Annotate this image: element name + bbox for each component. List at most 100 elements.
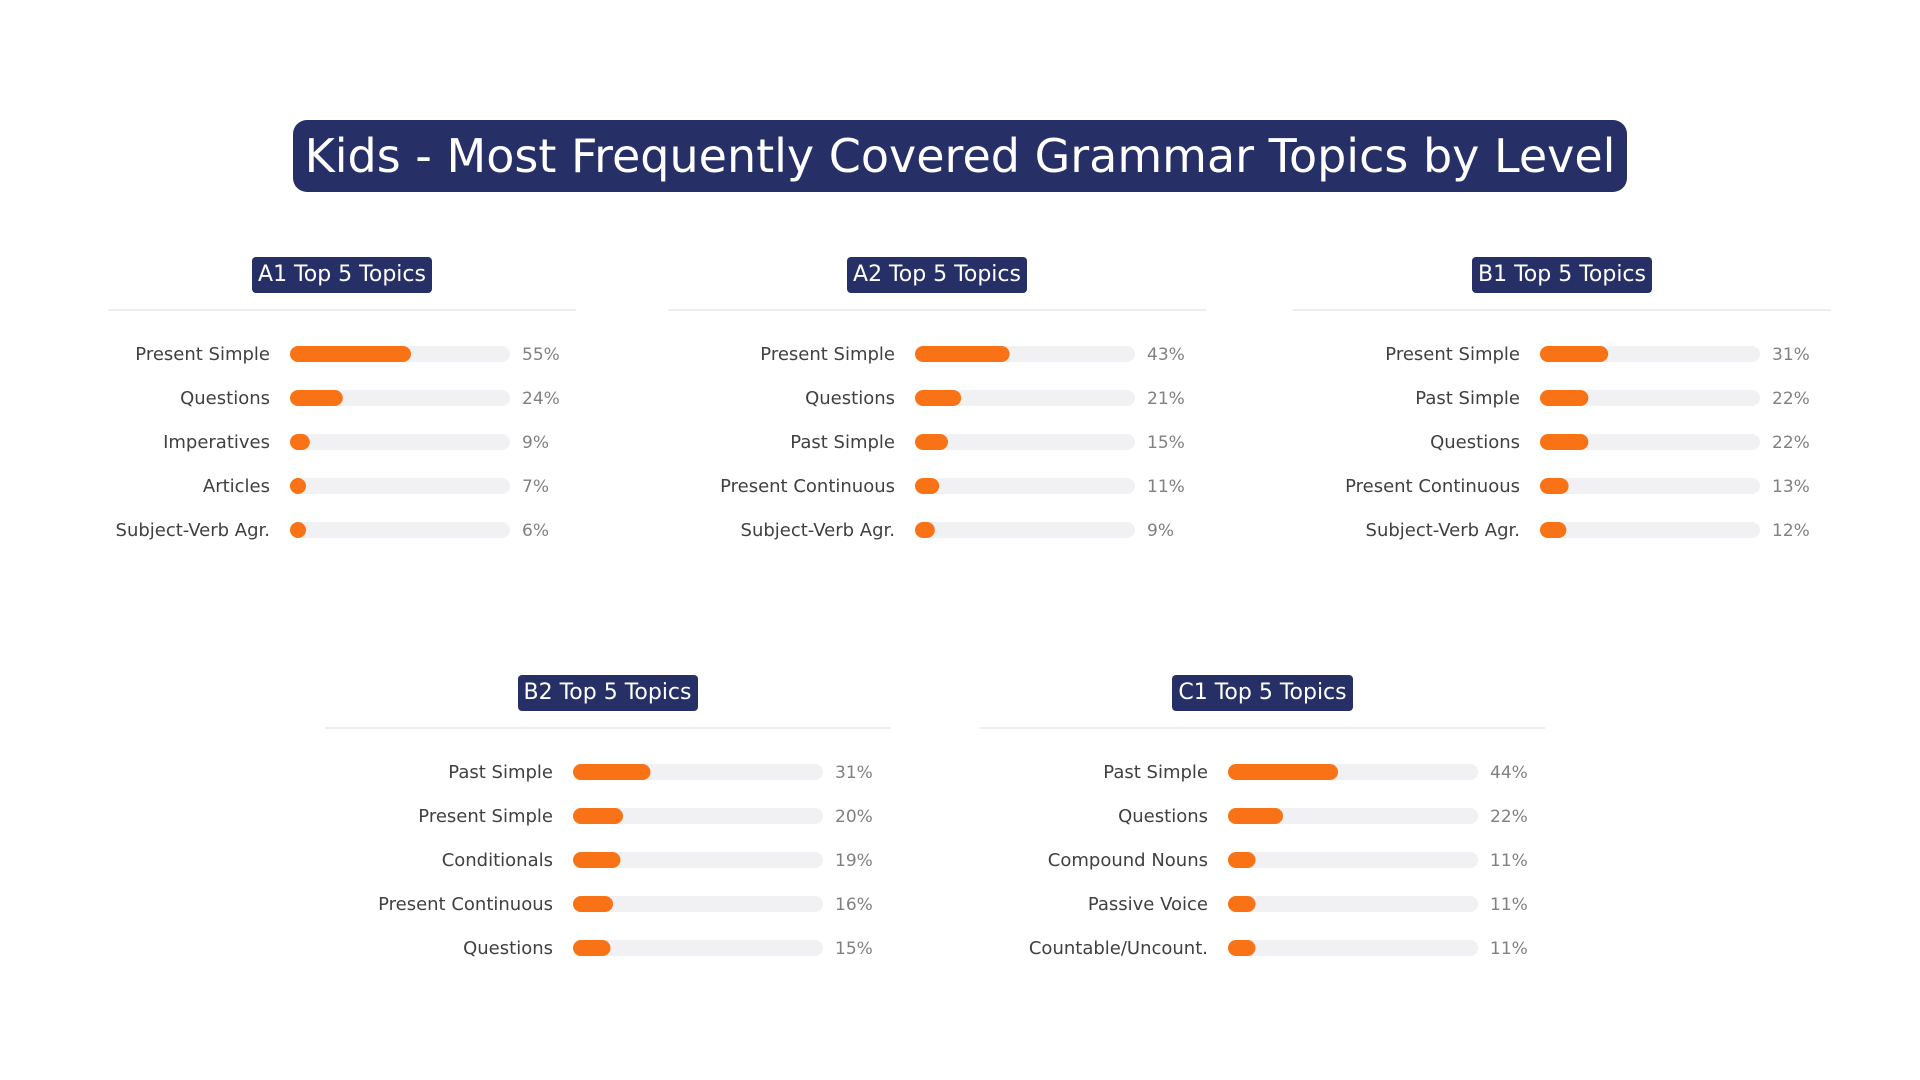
category-label: Present Simple <box>418 806 553 827</box>
bar-track <box>290 478 510 494</box>
bar <box>1228 808 1283 824</box>
category-label: Present Continuous <box>1345 476 1520 497</box>
panel-title: B2 Top 5 Topics <box>517 675 698 711</box>
bar-track <box>915 390 1135 406</box>
panel-divider <box>1293 309 1831 311</box>
bar <box>1540 522 1567 538</box>
bar-track <box>1228 940 1478 956</box>
bar <box>290 522 306 538</box>
category-label: Compound Nouns <box>1048 850 1208 871</box>
bar <box>1228 764 1338 780</box>
category-label: Past Simple <box>1103 762 1208 783</box>
bar <box>1540 390 1589 406</box>
bar-track <box>290 434 510 450</box>
category-label: Passive Voice <box>1088 894 1208 915</box>
category-label: Past Simple <box>448 762 553 783</box>
bar <box>1540 346 1609 362</box>
panel-title: A2 Top 5 Topics <box>847 257 1027 293</box>
value-label: 12% <box>1772 521 1810 541</box>
panel-divider <box>325 727 890 729</box>
chart-panel-3: B2 Top 5 Topics Past Simple 31% Present Sim… <box>325 675 890 1005</box>
bar-track <box>573 896 823 912</box>
category-label: Conditionals <box>442 850 553 871</box>
panel-header: B1 Top 5 Topics <box>1293 257 1831 293</box>
bar <box>290 346 411 362</box>
bar-chart: Present Simple 43% Questions 21% Past Simple… <box>720 344 1185 541</box>
value-label: 15% <box>1147 433 1185 453</box>
value-label: 22% <box>1772 389 1810 409</box>
bar-chart: Past Simple 31% Present Simple 20% Condition… <box>378 762 873 959</box>
bar-track <box>573 940 823 956</box>
chart-panel-2: B1 Top 5 Topics Present Simple 31% Past Sim… <box>1293 257 1831 587</box>
value-label: 13% <box>1772 477 1810 497</box>
panel-header: C1 Top 5 Topics <box>980 675 1545 711</box>
chart-panel-1: A2 Top 5 Topics Present Simple 43% Question… <box>668 257 1206 587</box>
category-label: Questions <box>180 388 270 409</box>
value-label: 55% <box>522 345 560 365</box>
value-label: 31% <box>1772 345 1810 365</box>
category-label: Questions <box>1118 806 1208 827</box>
value-label: 7% <box>522 477 549 497</box>
bar <box>573 896 613 912</box>
category-label: Subject-Verb Agr. <box>116 520 270 541</box>
bar <box>1540 478 1569 494</box>
value-label: 20% <box>835 807 873 827</box>
chart-panel-0: A1 Top 5 Topics Present Simple 55% Question… <box>108 257 576 587</box>
category-label: Questions <box>805 388 895 409</box>
value-label: 22% <box>1772 433 1810 453</box>
bar-track <box>1228 852 1478 868</box>
panel-title: B1 Top 5 Topics <box>1472 257 1652 293</box>
bar <box>915 390 962 406</box>
bar-track <box>1540 390 1760 406</box>
category-label: Present Simple <box>135 344 270 365</box>
panel-title: C1 Top 5 Topics <box>1172 675 1353 711</box>
bar-track <box>1228 896 1478 912</box>
value-label: 19% <box>835 851 873 871</box>
panel-divider <box>980 727 1545 729</box>
chart-panel-4: C1 Top 5 Topics Past Simple 44% Questions 22… <box>980 675 1545 1005</box>
bar-track <box>290 522 510 538</box>
value-label: 21% <box>1147 389 1185 409</box>
bar <box>915 346 1010 362</box>
bar-chart: Present Simple 55% Questions 24% Imperatives… <box>116 344 560 541</box>
value-label: 9% <box>1147 521 1174 541</box>
main-title-wrap: Kids - Most Frequently Covered Grammar T… <box>0 120 1920 192</box>
bar <box>915 434 948 450</box>
value-label: 11% <box>1147 477 1185 497</box>
bar-track <box>915 478 1135 494</box>
category-label: Present Continuous <box>720 476 895 497</box>
bar <box>915 478 940 494</box>
category-label: Present Continuous <box>378 894 553 915</box>
panel-title: A1 Top 5 Topics <box>252 257 432 293</box>
page-title: Kids - Most Frequently Covered Grammar T… <box>292 120 1628 192</box>
category-label: Present Simple <box>1385 344 1520 365</box>
category-label: Imperatives <box>163 432 270 453</box>
bar <box>1228 896 1256 912</box>
panel-header: A2 Top 5 Topics <box>668 257 1206 293</box>
value-label: 43% <box>1147 345 1185 365</box>
value-label: 16% <box>835 895 873 915</box>
value-label: 15% <box>835 939 873 959</box>
bar-track <box>915 522 1135 538</box>
category-label: Past Simple <box>1415 388 1520 409</box>
bar <box>290 390 343 406</box>
value-label: 31% <box>835 763 873 783</box>
bar-track <box>573 852 823 868</box>
value-label: 11% <box>1490 895 1528 915</box>
category-label: Countable/Uncount. <box>1029 938 1208 959</box>
value-label: 9% <box>522 433 549 453</box>
category-label: Subject-Verb Agr. <box>741 520 895 541</box>
category-label: Questions <box>463 938 553 959</box>
category-label: Present Simple <box>760 344 895 365</box>
bar <box>290 434 310 450</box>
panel-divider <box>108 309 576 311</box>
value-label: 44% <box>1490 763 1528 783</box>
bar-track <box>573 808 823 824</box>
bar <box>573 808 623 824</box>
bar <box>573 940 611 956</box>
bar-track <box>1540 478 1760 494</box>
bar <box>573 852 621 868</box>
bar <box>1228 940 1256 956</box>
panel-header: A1 Top 5 Topics <box>108 257 576 293</box>
value-label: 11% <box>1490 851 1528 871</box>
